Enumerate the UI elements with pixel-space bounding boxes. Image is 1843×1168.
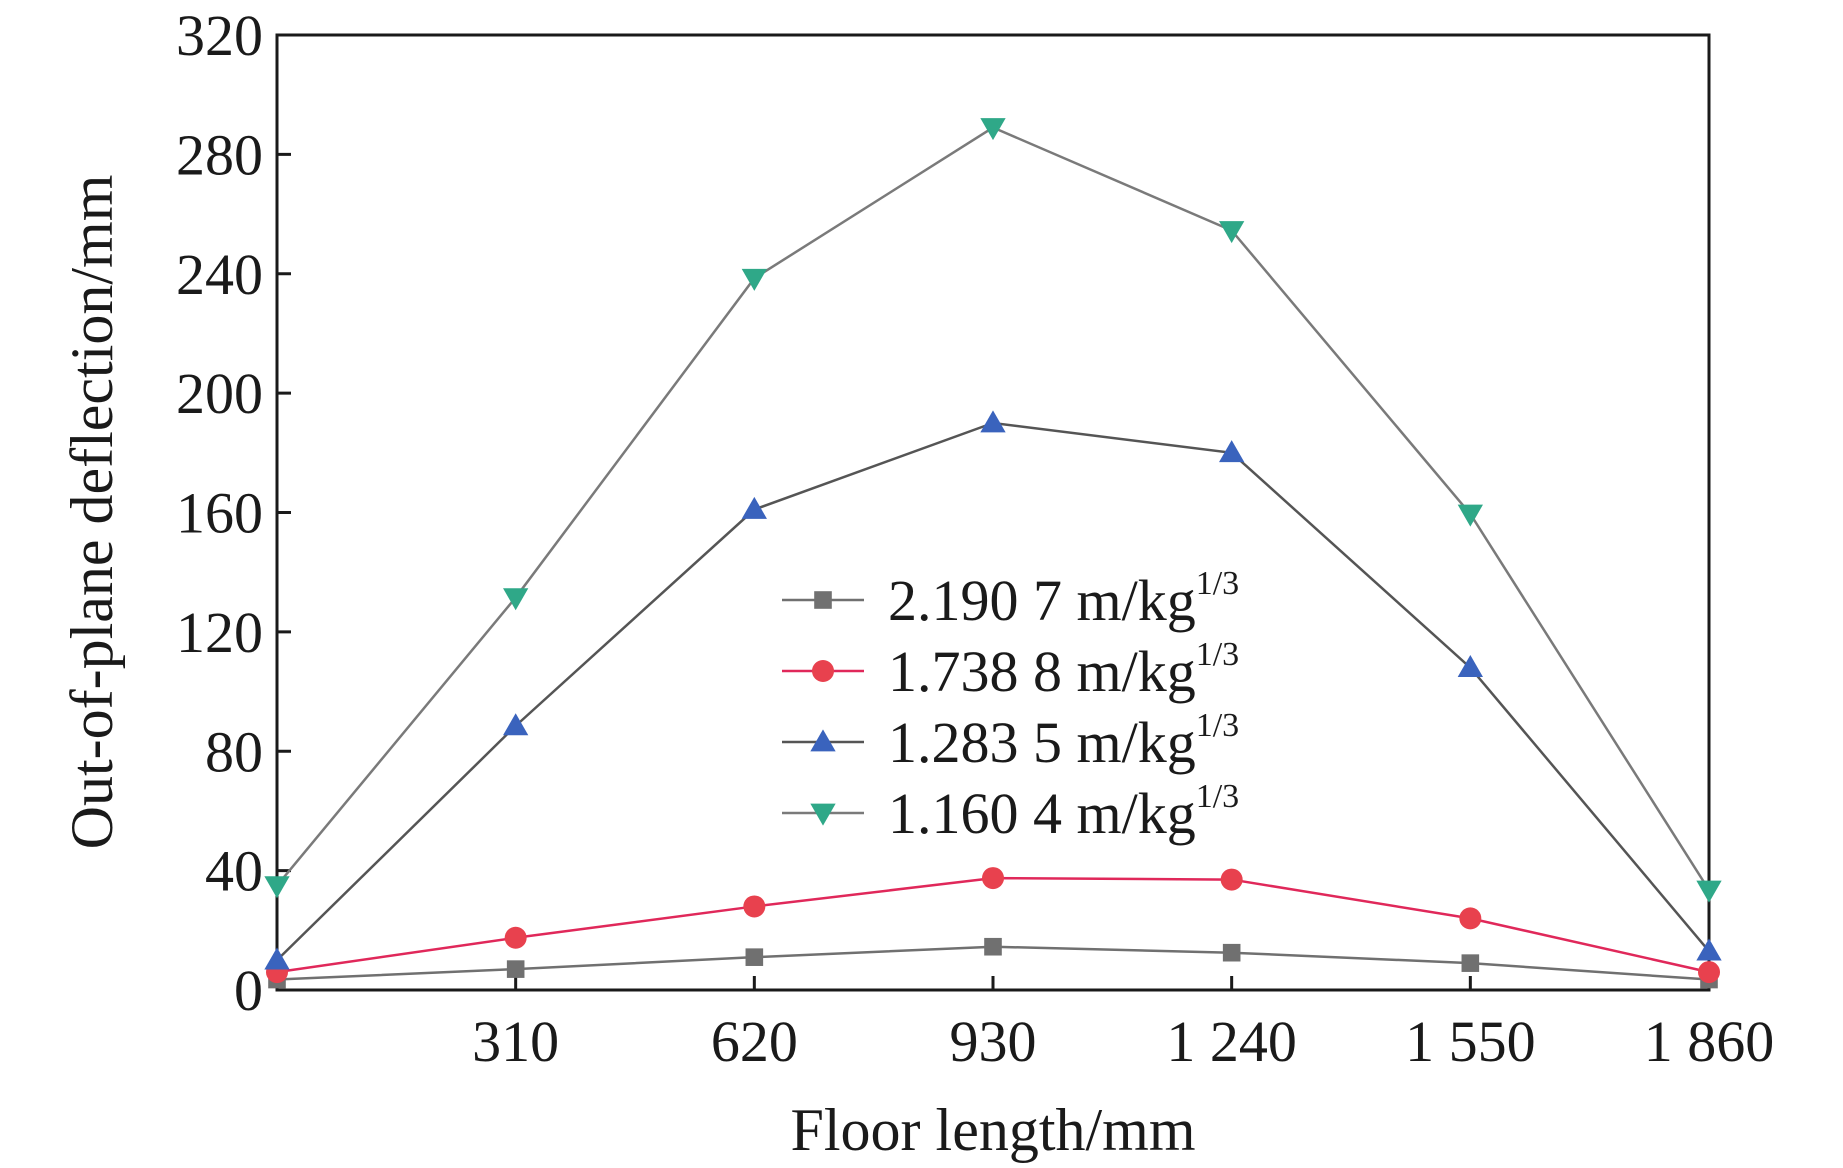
data-point	[741, 268, 767, 291]
legend-label-text: 1.283 5 m/kg	[888, 710, 1196, 775]
data-point	[1457, 504, 1483, 527]
legend-marker	[812, 660, 834, 682]
x-tick-label: 1 550	[1405, 1009, 1536, 1074]
data-point	[503, 588, 529, 611]
legend-label-superscript: 1/3	[1196, 707, 1239, 744]
data-point	[506, 960, 525, 978]
y-tick-label: 200	[176, 361, 263, 426]
series-line	[276, 126, 1711, 891]
legend-marker	[810, 729, 836, 752]
data-point	[982, 867, 1004, 890]
x-tick-label: 930	[950, 1009, 1037, 1074]
data-point	[1220, 868, 1243, 891]
data-point	[1219, 221, 1245, 244]
legend-marker	[814, 591, 832, 609]
y-axis: 0 40 80 120 160 200 240 280 320	[176, 3, 291, 1023]
data-point	[1696, 938, 1722, 961]
y-tick-label: 320	[176, 3, 263, 68]
y-tick-label: 280	[176, 122, 263, 187]
legend: 2.190 7 m/kg1/31.738 8 m/kg1/31.283 5 m/…	[782, 565, 1239, 846]
x-axis-title: Floor length/mm	[791, 1097, 1196, 1163]
x-axis: 310 620 930 1 240 1 550 1 860	[472, 976, 1774, 1074]
y-axis-title: Out-of-plane deflection/mm	[59, 175, 125, 850]
x-tick-label: 1 240	[1166, 1009, 1297, 1074]
data-point	[1698, 961, 1720, 984]
plot-frame	[275, 33, 1711, 992]
legend-label-superscript: 1/3	[1196, 778, 1239, 815]
x-tick-label: 620	[711, 1009, 798, 1074]
series-line	[276, 876, 1710, 974]
data-point	[741, 496, 767, 519]
x-tick-label: 310	[472, 1009, 559, 1074]
data-point	[1459, 907, 1482, 930]
data-point	[264, 876, 290, 899]
legend-item: 1.160 4 m/kg1/3	[782, 778, 1239, 846]
data-point	[1222, 943, 1241, 962]
series-4	[264, 118, 1722, 903]
y-tick-label: 160	[176, 481, 263, 546]
data-point	[503, 713, 529, 736]
y-tick-label: 80	[205, 719, 263, 784]
legend-label: 2.190 7 m/kg1/3	[888, 565, 1239, 633]
legend-label-superscript: 1/3	[1196, 565, 1239, 602]
legend-item: 1.283 5 m/kg1/3	[782, 707, 1239, 775]
y-tick-label: 120	[176, 600, 263, 665]
data-point	[745, 948, 764, 966]
data-point	[1461, 954, 1480, 972]
data-point	[980, 410, 1006, 433]
legend-label: 1.738 8 m/kg1/3	[888, 636, 1239, 704]
series-3	[264, 410, 1722, 970]
data-point	[1696, 880, 1722, 903]
y-tick-label: 0	[234, 958, 263, 1023]
legend-item: 1.738 8 m/kg1/3	[782, 636, 1239, 704]
y-tick-label: 240	[176, 242, 263, 307]
legend-label-text: 1.160 4 m/kg	[888, 781, 1196, 846]
legend-label-text: 2.190 7 m/kg	[888, 568, 1196, 633]
data-point	[984, 937, 1002, 956]
data-point	[743, 895, 766, 918]
x-tick-label: 1 860	[1644, 1009, 1775, 1074]
data-point	[504, 926, 527, 949]
legend-label: 1.283 5 m/kg1/3	[888, 707, 1239, 775]
data-point	[1219, 440, 1245, 463]
legend-label-superscript: 1/3	[1196, 636, 1239, 673]
data-point	[264, 947, 290, 970]
legend-label-text: 1.738 8 m/kg	[888, 639, 1196, 704]
y-tick-label: 40	[205, 839, 263, 904]
data-point	[1457, 655, 1483, 678]
legend-item: 2.190 7 m/kg1/3	[782, 565, 1239, 633]
legend-marker	[810, 803, 836, 826]
legend-label: 1.160 4 m/kg1/3	[888, 778, 1239, 846]
data-point	[980, 118, 1006, 141]
series-layer	[264, 118, 1722, 989]
